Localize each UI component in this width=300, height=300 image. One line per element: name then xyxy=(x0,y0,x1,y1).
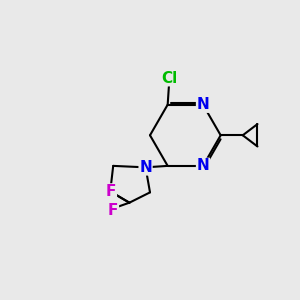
Text: N: N xyxy=(139,160,152,175)
Text: F: F xyxy=(108,202,119,217)
Text: Cl: Cl xyxy=(161,71,177,86)
Text: N: N xyxy=(196,97,209,112)
Text: F: F xyxy=(106,184,116,199)
Text: N: N xyxy=(196,158,209,173)
